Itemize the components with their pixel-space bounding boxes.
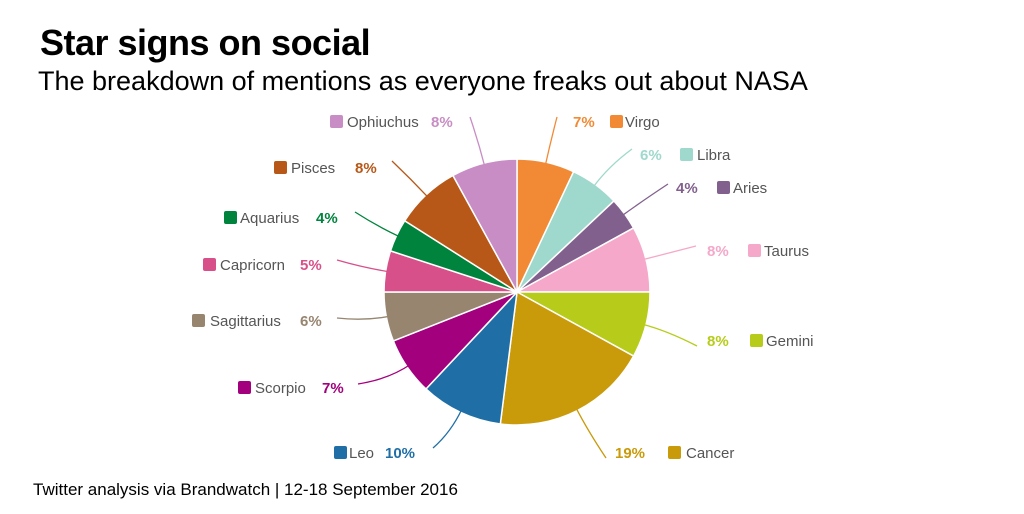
legend-swatch-cancer xyxy=(668,446,681,459)
legend-label-pisces: Pisces xyxy=(291,160,335,177)
legend-label-scorpio: Scorpio xyxy=(255,380,306,397)
leader-line-scorpio xyxy=(357,363,411,385)
data-label-aquarius: 4% xyxy=(316,210,338,227)
legend-swatch-ophiuchus xyxy=(330,115,343,128)
legend-swatch-aquarius xyxy=(224,211,237,224)
legend-label-taurus: Taurus xyxy=(764,243,809,260)
legend-swatch-scorpio xyxy=(238,381,251,394)
leader-line-leo xyxy=(432,408,463,449)
legend-swatch-capricorn xyxy=(203,258,216,271)
legend-label-aries: Aries xyxy=(733,180,767,197)
data-label-gemini: 8% xyxy=(707,333,729,350)
leader-line-pisces xyxy=(391,160,430,199)
legend-label-aquarius: Aquarius xyxy=(240,210,299,227)
legend-label-virgo: Virgo xyxy=(625,114,660,131)
data-label-taurus: 8% xyxy=(707,243,729,260)
legend-swatch-sagittarius xyxy=(192,314,205,327)
legend-label-cancer: Cancer xyxy=(686,445,734,462)
legend-swatch-libra xyxy=(680,148,693,161)
data-label-aries: 4% xyxy=(676,180,698,197)
chart-subtitle: The breakdown of mentions as everyone fr… xyxy=(38,66,808,96)
legend-label-gemini: Gemini xyxy=(766,333,814,350)
data-label-sagittarius: 6% xyxy=(300,313,322,330)
legend-label-capricorn: Capricorn xyxy=(220,257,285,274)
legend-label-ophiuchus: Ophiuchus xyxy=(347,114,419,131)
chart-title: Star signs on social xyxy=(40,22,371,63)
data-label-capricorn: 5% xyxy=(300,257,322,274)
leader-line-libra xyxy=(592,148,633,189)
leader-line-virgo xyxy=(544,116,558,167)
leader-line-ophiuchus xyxy=(469,116,486,168)
legend-swatch-taurus xyxy=(748,244,761,257)
data-label-cancer: 19% xyxy=(615,445,645,462)
leader-line-cancer xyxy=(574,406,607,459)
data-label-ophiuchus: 8% xyxy=(431,114,453,131)
data-label-libra: 6% xyxy=(640,147,662,164)
leader-line-aquarius xyxy=(354,211,401,238)
data-label-pisces: 8% xyxy=(355,160,377,177)
legend-swatch-pisces xyxy=(274,161,287,174)
legend-swatch-leo xyxy=(334,446,347,459)
legend-label-sagittarius: Sagittarius xyxy=(210,313,281,330)
legend-swatch-virgo xyxy=(610,115,623,128)
legend-label-leo: Leo xyxy=(349,445,374,462)
legend-swatch-aries xyxy=(717,181,730,194)
data-label-virgo: 7% xyxy=(573,114,595,131)
leader-line-sagittarius xyxy=(336,315,391,320)
data-label-leo: 10% xyxy=(385,445,415,462)
data-label-scorpio: 7% xyxy=(322,380,344,397)
leader-line-aries xyxy=(620,183,669,217)
leader-line-capricorn xyxy=(336,259,390,273)
source-note: Twitter analysis via Brandwatch | 12-18 … xyxy=(33,480,458,499)
leader-line-gemini xyxy=(641,323,698,347)
legend-swatch-gemini xyxy=(750,334,763,347)
leader-line-taurus xyxy=(641,245,697,261)
legend-label-libra: Libra xyxy=(697,147,731,164)
